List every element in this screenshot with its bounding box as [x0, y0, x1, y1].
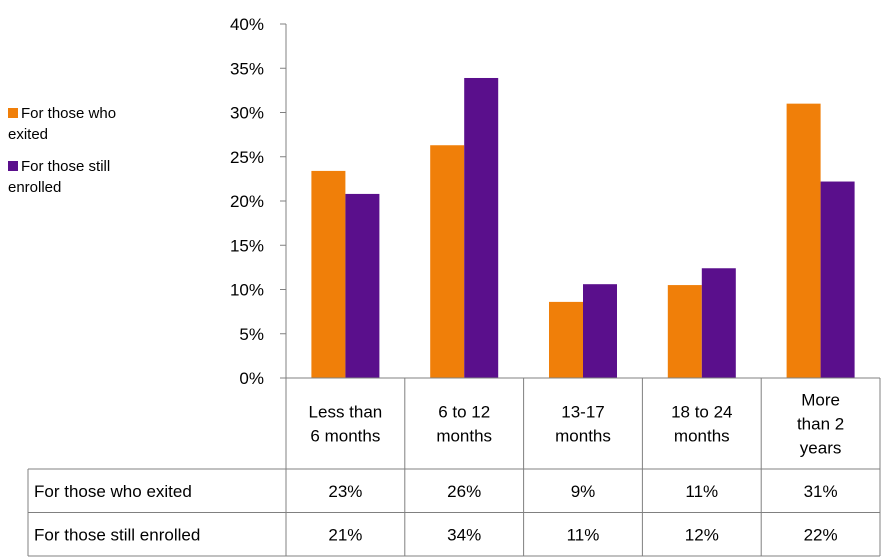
table-cell: 9% [571, 482, 596, 501]
bar-exited-0 [311, 170, 346, 378]
y-tick-label: 35% [230, 59, 264, 78]
bar-exited-2 [549, 301, 583, 378]
legend-item-exited: For those who exited [8, 103, 178, 145]
y-tick-label: 30% [230, 104, 264, 123]
category-label: months [436, 427, 492, 446]
axes: 0% 5% 10% 15% 20% 25% 30% 35% 40% [230, 15, 287, 388]
y-tick-label: 40% [230, 15, 264, 34]
legend-swatch-exited [8, 108, 18, 118]
category-label: 18 to 24 [671, 403, 732, 422]
y-tick-label: 20% [230, 192, 264, 211]
category-label: months [555, 427, 611, 446]
bars [311, 77, 855, 379]
category-label: 6 to 12 [438, 403, 490, 422]
table-cell: 21% [328, 525, 362, 544]
y-tick-label: 15% [230, 236, 264, 255]
table-cell: 11% [567, 525, 600, 544]
category-label: than 2 [797, 415, 844, 434]
category-label: 13-17 [561, 403, 604, 422]
bar-exited-3 [667, 285, 702, 378]
bar-enrolled-3 [701, 268, 736, 378]
legend-label-enrolled-line1: For those still [21, 158, 111, 175]
y-tick-label: 0% [239, 369, 264, 388]
bar-exited-1 [430, 145, 465, 378]
table-cell: 34% [447, 525, 481, 544]
y-tick-label: 25% [230, 148, 264, 167]
table-cell: 31% [804, 482, 838, 501]
bar-enrolled-2 [583, 284, 617, 378]
table-cell: 26% [447, 482, 481, 501]
category-label: years [800, 439, 842, 458]
bar-exited-4 [786, 103, 821, 379]
bar-enrolled-4 [820, 181, 855, 378]
bar-enrolled-1 [464, 77, 499, 379]
table-row-label: For those who exited [34, 482, 192, 501]
category-label: Less than [309, 403, 383, 422]
legend-swatch-enrolled [8, 161, 18, 171]
table-cell: 22% [804, 525, 838, 544]
table-cell: 12% [685, 525, 719, 544]
bar-enrolled-0 [345, 193, 380, 378]
legend-label-exited-line1: For those who [21, 105, 117, 122]
table-cell: 11% [685, 482, 718, 501]
data-table: Less than 6 months 6 to 12 months 13-17 month… [27, 377, 881, 557]
category-label: 6 months [310, 427, 380, 446]
y-tick-label: 10% [230, 281, 264, 300]
table-cell: 23% [328, 482, 362, 501]
legend-label-enrolled-line2: enrolled [8, 179, 62, 196]
y-tick-label: 5% [239, 325, 264, 344]
category-label: More [801, 391, 840, 410]
legend-item-enrolled: For those still enrolled [8, 156, 178, 198]
legend: For those who exited For those still enr… [8, 103, 178, 198]
table-row-label: For those still enrolled [34, 525, 200, 544]
legend-label-exited-line2: exited [8, 126, 49, 143]
category-label: months [674, 427, 730, 446]
